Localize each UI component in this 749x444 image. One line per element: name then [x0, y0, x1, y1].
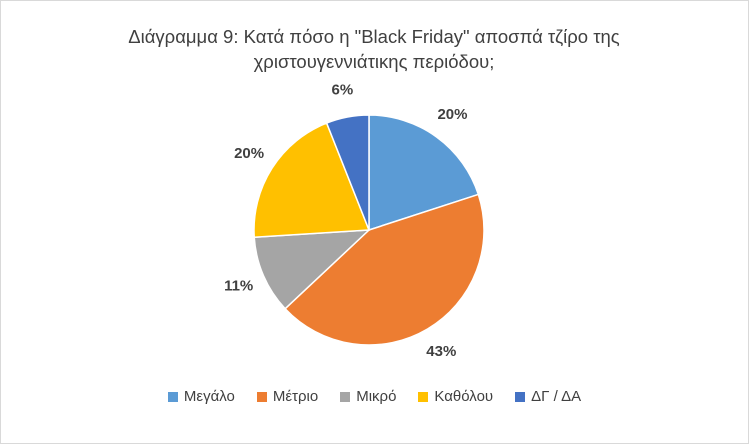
- chart-title: Διάγραμμα 9: Κατά πόσο η "Black Friday" …: [128, 26, 620, 72]
- data-label: 20%: [437, 106, 467, 123]
- legend-label: Μεγάλο: [183, 388, 235, 405]
- pie-slice: [253, 229, 372, 310]
- pie-slice: [325, 114, 370, 231]
- legend-label: Μικρό: [356, 388, 397, 405]
- data-label: 20%: [234, 145, 264, 162]
- legend-label: Καθόλου: [434, 388, 494, 405]
- legend-swatch: [167, 391, 178, 402]
- legend-swatch: [515, 391, 526, 402]
- legend-item: Καθόλου: [418, 388, 493, 405]
- legend-label: Μέτριο: [272, 388, 319, 405]
- data-label: 43%: [426, 343, 456, 360]
- legend: Μεγάλο Μέτριο Μικρό Καθόλου ΔΓ / ΔΑ: [0, 388, 749, 405]
- legend-item: Μεγάλο: [167, 388, 235, 405]
- legend-swatch: [256, 391, 267, 402]
- data-label: 11%: [224, 277, 253, 294]
- legend-label: ΔΓ / ΔΑ: [531, 388, 582, 405]
- data-label: 6%: [332, 81, 354, 98]
- legend-item: ΔΓ / ΔΑ: [515, 388, 581, 405]
- legend-swatch: [418, 391, 429, 402]
- pie-slice: [284, 193, 485, 346]
- legend-item: Μέτριο: [256, 388, 319, 405]
- pie-slice: [368, 114, 480, 232]
- legend-item: Μικρό: [340, 388, 396, 405]
- pie-slice: [253, 122, 371, 239]
- legend-swatch: [340, 391, 351, 402]
